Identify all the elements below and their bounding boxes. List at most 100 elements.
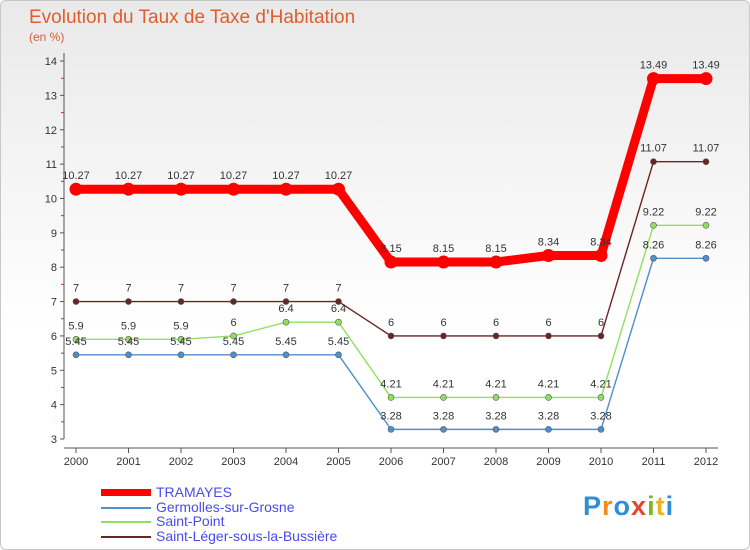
logo-letter: i xyxy=(647,491,656,521)
data-label: 8.34 xyxy=(538,237,559,249)
logo-letter: x xyxy=(631,491,648,521)
data-label: 5.45 xyxy=(65,336,86,348)
data-point xyxy=(282,318,290,326)
x-tick-label: 2002 xyxy=(169,456,193,468)
data-point xyxy=(335,298,342,305)
data-label: 3.28 xyxy=(538,410,559,422)
data-label: 5.45 xyxy=(275,336,296,348)
data-point xyxy=(69,182,83,196)
logo-letter: t xyxy=(655,491,666,521)
data-label: 6.4 xyxy=(278,303,293,315)
data-point xyxy=(125,336,132,343)
data-point xyxy=(230,332,237,340)
data-label: 4.21 xyxy=(380,378,401,390)
data-point xyxy=(440,332,447,340)
data-point xyxy=(177,351,185,359)
data-point xyxy=(702,254,710,262)
logo-letter: P xyxy=(583,491,603,521)
data-label: 3.28 xyxy=(590,410,611,422)
data-label: 6 xyxy=(440,317,446,329)
data-label: 7 xyxy=(230,283,236,295)
data-point xyxy=(542,249,555,263)
y-tick-label: 5 xyxy=(51,365,57,377)
legend-swatch xyxy=(101,521,151,523)
data-point xyxy=(72,298,80,305)
data-label: 4.21 xyxy=(590,378,611,390)
data-point xyxy=(177,298,185,305)
data-point xyxy=(647,72,660,86)
legend-swatch xyxy=(101,535,151,538)
data-label: 5.45 xyxy=(223,336,244,348)
x-tick-label: 2010 xyxy=(589,456,613,468)
data-point xyxy=(545,394,552,401)
data-point xyxy=(545,332,552,340)
y-tick-label: 11 xyxy=(46,159,57,171)
data-point xyxy=(489,255,503,269)
data-label: 13.49 xyxy=(692,60,720,72)
data-point xyxy=(282,298,290,305)
legend-item: Saint-Point xyxy=(101,514,337,529)
data-label: 9.22 xyxy=(643,206,664,218)
data-label: 5.45 xyxy=(328,336,349,348)
chart-subtitle: (en %) xyxy=(29,30,65,44)
data-point xyxy=(125,298,132,305)
y-tick-label: 14 xyxy=(45,56,57,68)
legend-label: Germolles-sur-Grosne xyxy=(156,498,295,515)
data-point xyxy=(227,182,240,196)
data-label: 6 xyxy=(388,317,394,329)
data-label: 6.4 xyxy=(331,303,346,315)
data-label: 10.27 xyxy=(115,170,143,182)
data-label: 5.45 xyxy=(118,336,139,348)
x-tick-label: 2006 xyxy=(379,456,403,468)
data-point xyxy=(72,351,80,359)
data-label: 6 xyxy=(493,317,499,329)
data-label: 4.21 xyxy=(433,378,454,390)
legend-label: Saint-Léger-sous-la-Bussière xyxy=(156,527,338,544)
y-tick-label: 10 xyxy=(45,193,57,205)
data-point xyxy=(492,394,500,401)
data-point xyxy=(545,426,552,433)
data-label: 10.27 xyxy=(62,170,90,182)
data-point xyxy=(230,298,237,305)
chart-title: Evolution du Taux de Taxe d'Habitation xyxy=(29,7,356,28)
data-label: 7 xyxy=(283,283,289,295)
y-tick-label: 6 xyxy=(51,331,57,343)
y-tick-label: 3 xyxy=(51,434,57,446)
data-point xyxy=(279,182,293,196)
x-tick-label: 2012 xyxy=(694,456,718,468)
data-label: 7 xyxy=(335,283,341,295)
data-point xyxy=(335,318,342,326)
data-label: 5.45 xyxy=(170,336,191,348)
data-point xyxy=(702,221,710,229)
data-point xyxy=(597,394,605,401)
data-point xyxy=(437,255,450,269)
logo-letter: i xyxy=(665,491,675,521)
x-tick-label: 2008 xyxy=(484,456,508,468)
data-label: 11.07 xyxy=(693,143,720,155)
data-point xyxy=(72,336,80,343)
data-label: 3.28 xyxy=(380,410,401,422)
data-label: 4.21 xyxy=(485,378,506,390)
data-point xyxy=(597,332,605,340)
legend-item: Germolles-sur-Grosne xyxy=(101,498,337,515)
legend-label: Saint-Point xyxy=(156,513,225,529)
data-point xyxy=(387,332,395,340)
data-label: 8.15 xyxy=(433,243,454,255)
data-label: 8.26 xyxy=(695,239,716,251)
data-label: 5.9 xyxy=(68,320,83,332)
data-point xyxy=(650,158,657,166)
data-point xyxy=(492,426,500,433)
y-tick-label: 4 xyxy=(51,400,57,412)
data-point xyxy=(282,351,290,359)
data-label: 7 xyxy=(73,283,79,295)
data-label: 10.27 xyxy=(325,170,353,182)
legend: TRAMAYES Germolles-sur-Grosne Saint-Point S… xyxy=(101,485,337,543)
data-label: 13.49 xyxy=(640,60,668,72)
y-tick-label: 12 xyxy=(45,125,57,137)
x-tick-label: 2005 xyxy=(326,456,350,468)
y-tick-label: 13 xyxy=(45,90,57,102)
y-tick-label: 7 xyxy=(51,297,57,309)
data-point xyxy=(440,426,447,433)
